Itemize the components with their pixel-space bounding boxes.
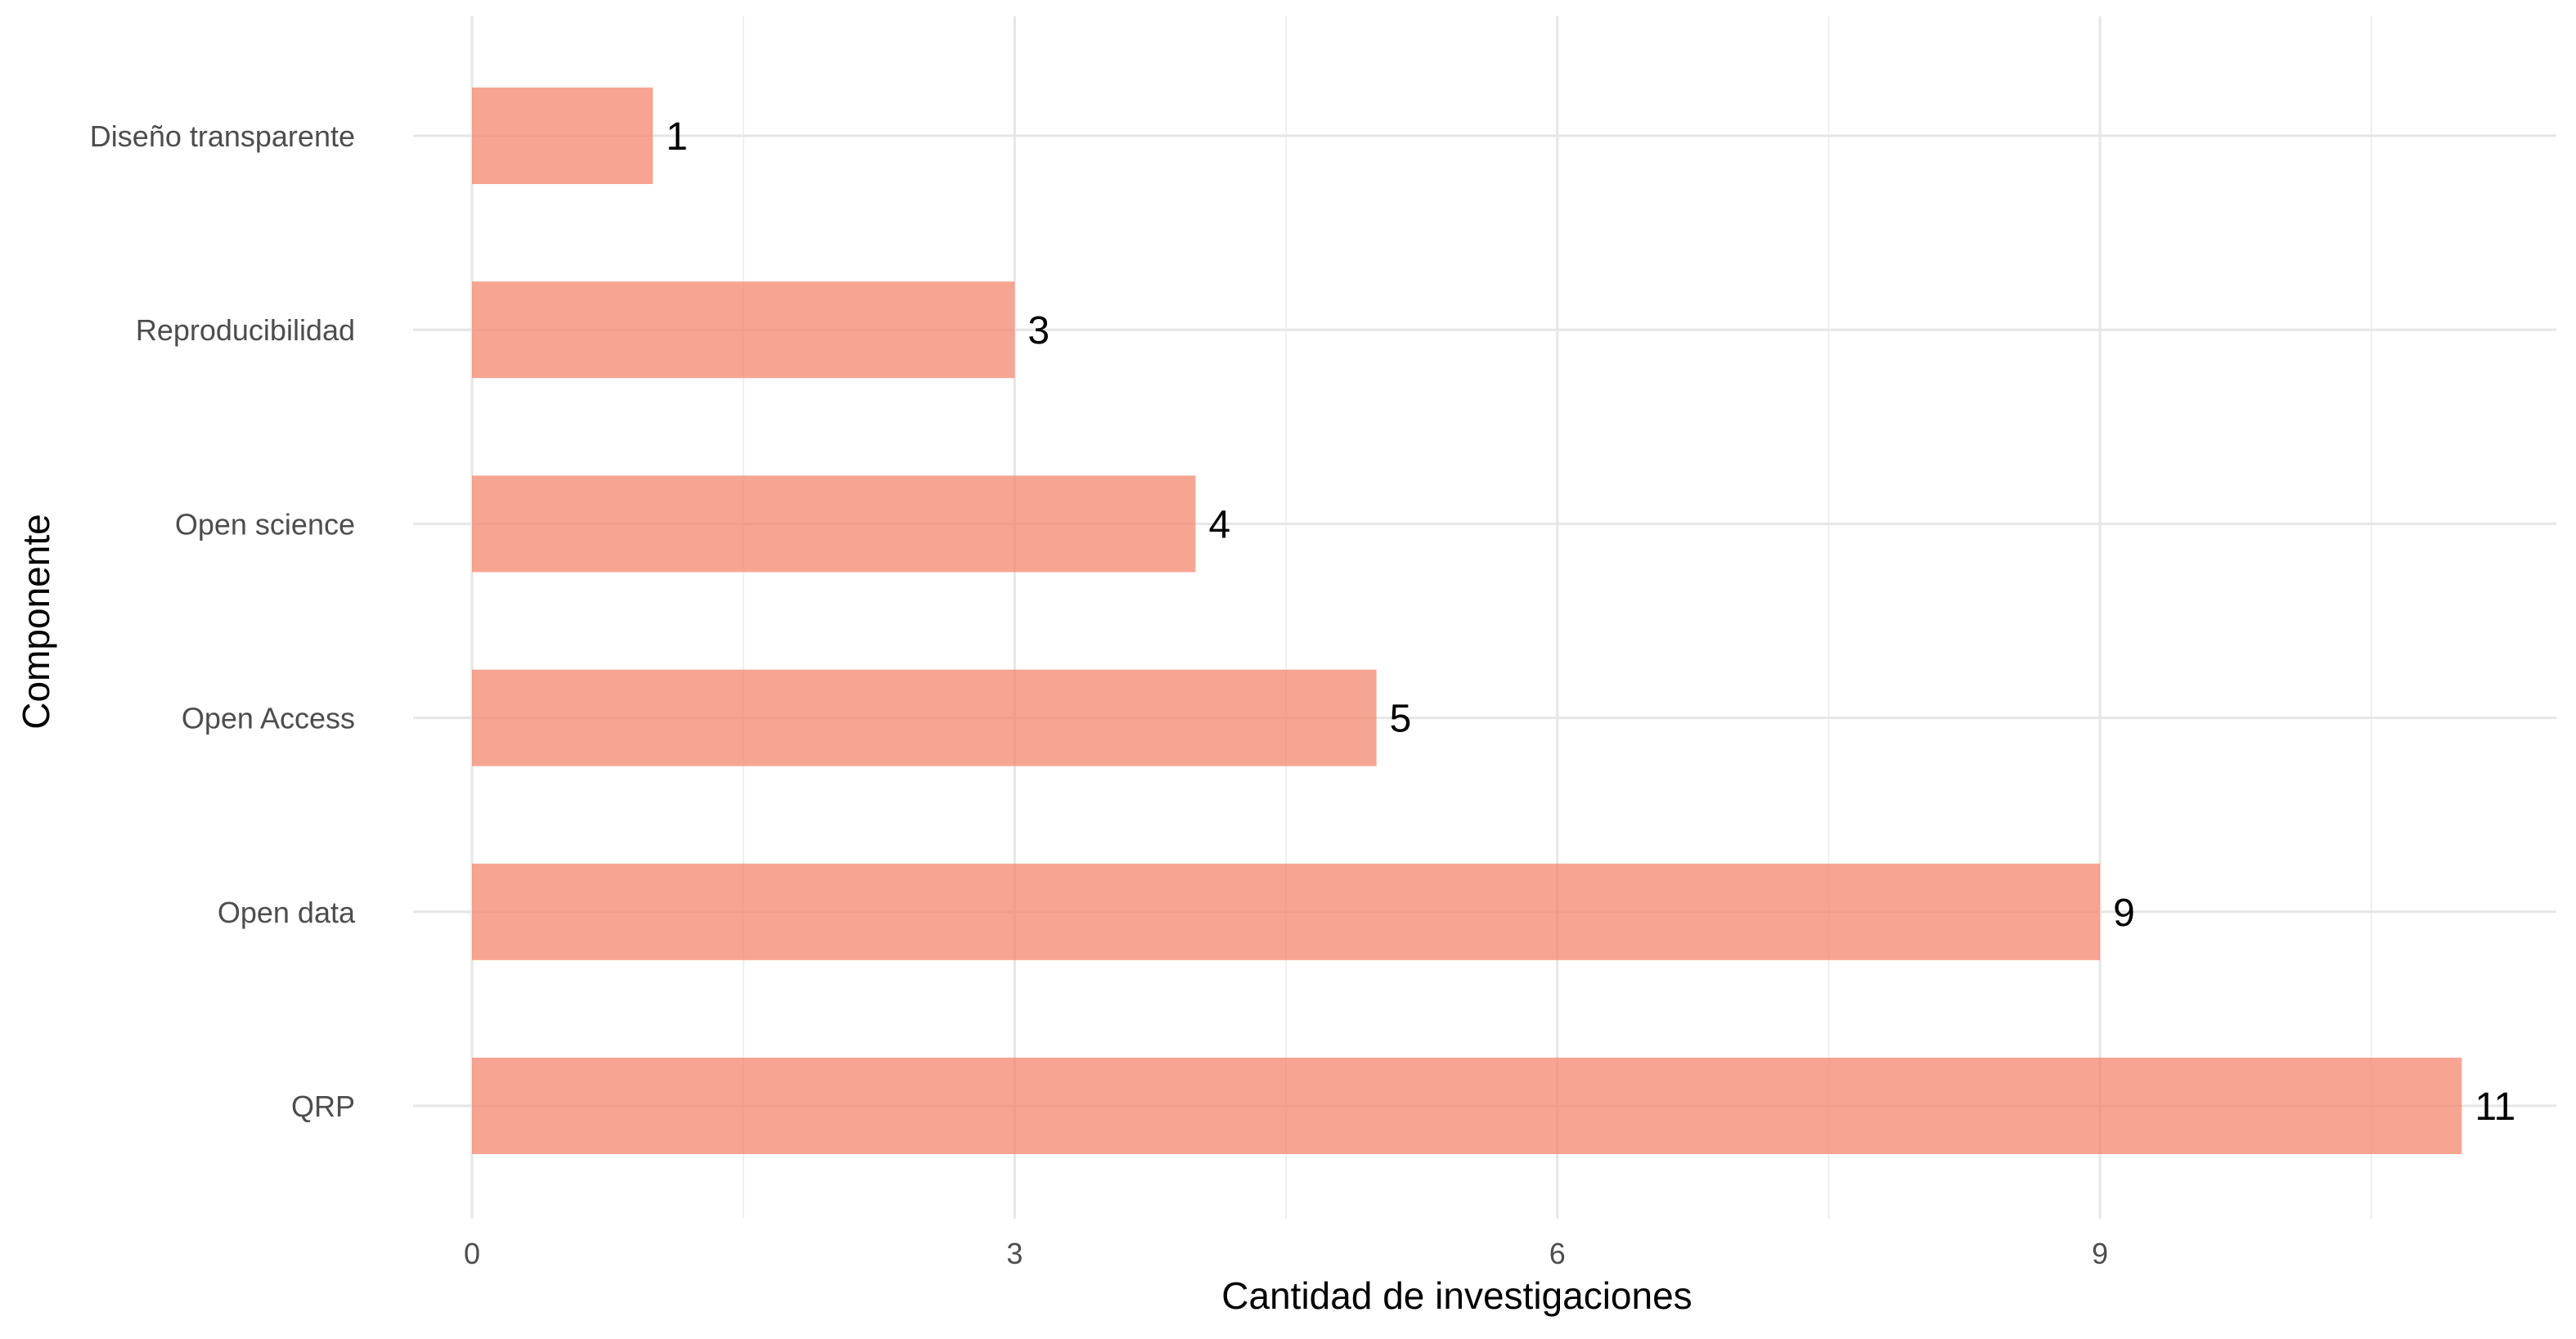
y-axis-title: Componente bbox=[15, 514, 57, 729]
data-labels: 11 9 5 4 3 1 bbox=[666, 115, 2515, 1129]
bar bbox=[472, 669, 1377, 766]
y-tick-label: QRP bbox=[291, 1090, 355, 1123]
bar bbox=[472, 475, 1196, 573]
y-tick-label: Open science bbox=[175, 507, 355, 541]
bar-value-label: 1 bbox=[666, 115, 688, 159]
bars bbox=[472, 88, 2462, 1154]
bar-value-label: 4 bbox=[1209, 503, 1231, 546]
x-tick-label: 3 bbox=[1006, 1237, 1023, 1270]
bar bbox=[472, 281, 1015, 379]
bar-value-label: 5 bbox=[1390, 698, 1412, 741]
y-tick-label: Open data bbox=[218, 896, 356, 929]
x-axis-tick-labels: 0 3 6 9 bbox=[464, 1237, 2108, 1270]
x-tick-label: 0 bbox=[464, 1237, 480, 1270]
bar bbox=[472, 863, 2101, 960]
bar bbox=[472, 88, 654, 184]
bar-value-label: 9 bbox=[2113, 892, 2135, 935]
y-tick-label: Open Access bbox=[182, 702, 355, 735]
x-axis-title: Cantidad de investigaciones bbox=[1221, 1274, 1692, 1317]
bar-value-label: 3 bbox=[1027, 309, 1050, 353]
bar-value-label: 11 bbox=[2475, 1085, 2515, 1129]
y-axis-tick-labels: QRP Open data Open Access Open science Repro… bbox=[90, 119, 356, 1123]
y-tick-label: Diseño transparente bbox=[90, 119, 355, 153]
x-tick-label: 9 bbox=[2092, 1237, 2108, 1270]
x-tick-label: 6 bbox=[1549, 1237, 1566, 1270]
y-tick-label: Reproducibilidad bbox=[136, 313, 355, 347]
bar bbox=[472, 1058, 2462, 1154]
grid-lines bbox=[413, 16, 2556, 1219]
